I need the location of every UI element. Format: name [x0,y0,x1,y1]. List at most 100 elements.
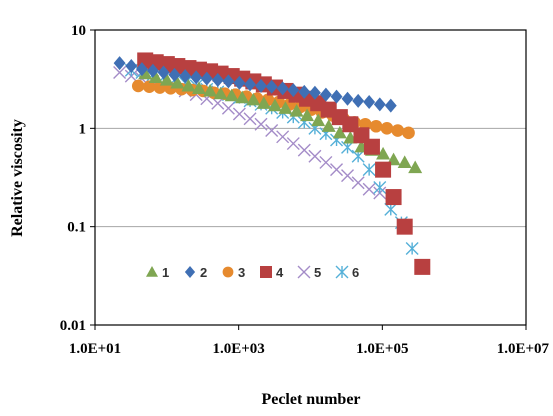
data-point [380,122,394,135]
data-point [244,77,256,92]
data-point [190,70,203,85]
legend-marker [260,266,272,278]
data-point [414,258,431,275]
data-point [402,126,415,140]
data-point [286,137,300,151]
data-point [308,85,321,100]
data-point [246,92,261,106]
data-point [351,176,365,190]
data-point [265,79,278,94]
data-point [157,65,170,80]
data-point [267,98,282,112]
data-point [330,163,344,177]
y-tick-label: 1 [79,121,87,137]
legend-marker [184,266,196,278]
legend-label: 1 [162,265,169,280]
data-point [408,160,423,174]
data-point [191,81,206,94]
data-point [311,113,326,127]
data-point [159,73,174,86]
data-point [224,88,239,102]
gridlines [95,127,526,228]
data-point [222,74,235,89]
data-point [113,65,127,79]
data-point [138,66,153,80]
data-point [298,84,311,99]
data-point [265,124,279,138]
legend-label: 5 [314,265,321,280]
series-4-points [137,52,431,275]
data-point [125,59,138,74]
data-point [363,95,376,110]
data-point [181,78,196,92]
data-point [341,91,354,106]
series-1-points [138,66,423,174]
data-point [308,149,322,163]
series-2-points [113,56,397,113]
data-point [200,71,213,86]
data-point [213,86,228,100]
x-axis-title: Peclet number [261,391,360,408]
y-tick-label: 10 [71,23,86,39]
data-point [135,62,148,77]
data-point [168,67,181,82]
x-tick-label: 1.0E+03 [213,341,265,357]
data-point [131,79,145,93]
data-point [276,130,290,144]
data-point [332,125,347,139]
legend-marker [297,265,311,279]
legend-item-1: 1 [146,265,169,280]
legend-label: 4 [276,265,284,280]
data-point [276,81,289,96]
legend-item-5: 5 [297,265,321,280]
data-point [341,169,355,183]
legend-item-4: 4 [260,265,284,280]
data-point [362,182,376,196]
data-point [221,101,235,115]
legend-item-2: 2 [184,265,207,280]
legend-label: 2 [200,265,207,280]
data-point [203,83,218,97]
data-point [243,112,257,126]
data-point [384,98,397,113]
data-point [211,73,224,88]
legend-marker [335,265,349,279]
data-point [376,146,391,160]
data-point [319,87,332,102]
legend: 1 2 3 4 5 6 [146,265,359,280]
data-point [300,108,315,122]
data-point [384,202,398,216]
y-axis-title: Relative viscosity [9,119,26,237]
data-point [256,96,271,109]
data-point [362,163,376,177]
data-point [321,119,336,132]
x-tick-label: 1.0E+01 [69,341,121,357]
data-point [254,117,268,131]
legend-marker [222,266,234,278]
y-axis-ticks: 0.01 0.1 1 10 [60,23,95,334]
legend-label: 6 [352,265,359,280]
data-point [375,161,392,178]
data-point [255,78,267,93]
data-point [113,56,126,71]
data-point [232,107,246,121]
y-tick-label: 0.1 [67,220,86,236]
x-axis-ticks: 1.0E+01 1.0E+03 1.0E+05 1.0E+07 [69,325,550,357]
data-point [330,89,343,104]
data-point [146,63,159,78]
legend-item-3: 3 [222,265,245,280]
plot-frame [94,29,527,326]
data-point [385,189,402,206]
legend-marker [146,266,158,277]
data-point [170,75,185,89]
data-point [319,155,333,169]
x-tick-label: 1.0E+07 [497,341,550,357]
data-point [373,97,386,112]
data-point [373,181,387,195]
data-point [297,143,311,157]
data-point [397,155,412,169]
data-point [235,90,250,104]
data-point [405,241,419,255]
data-point [142,80,156,94]
